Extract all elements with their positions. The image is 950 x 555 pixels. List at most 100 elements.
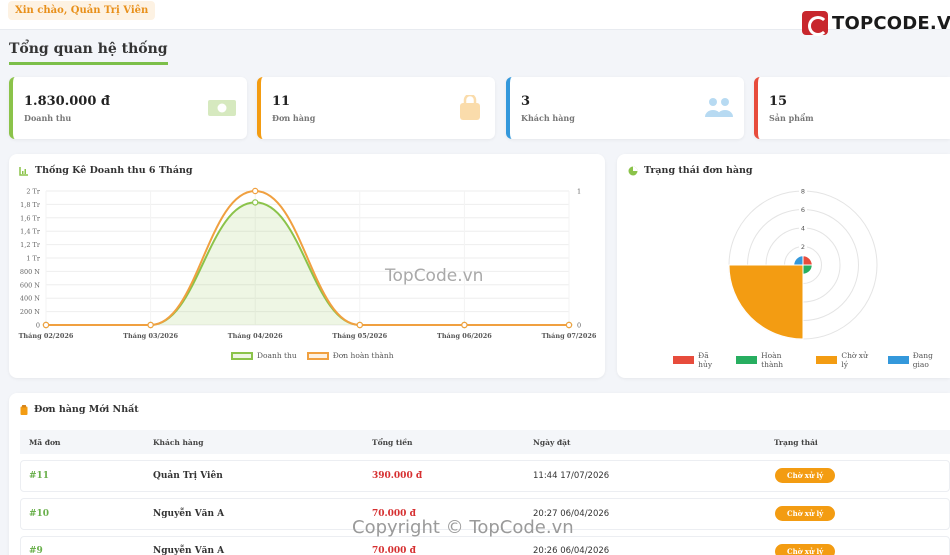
pie-chart-icon [628, 166, 638, 175]
bag-icon [460, 95, 480, 120]
y-tick-label: 200 N [20, 308, 40, 316]
order-customer: Nguyễn Văn A [153, 509, 225, 519]
data-point [251, 199, 259, 206]
polar-segment-3 [793, 255, 804, 266]
x-tick-label: Tháng 04/2026 [228, 332, 283, 340]
stat-value: 1.830.000 đ [24, 94, 110, 109]
legend-label: Đang giao [912, 351, 933, 369]
order-date: 11:44 17/07/2026 [533, 471, 610, 481]
y-tick-label: 400 N [20, 295, 40, 303]
legend-swatch [887, 356, 909, 364]
order-customer: Nguyễn Văn A [153, 546, 225, 555]
r-tick-label: 4 [801, 225, 805, 233]
legend-swatch [735, 356, 758, 364]
order-total: 390.000 đ [372, 471, 423, 481]
order-status-title-text: Trạng thái đơn hàng [644, 165, 753, 176]
y-tick-label: 1,4 Tr [20, 228, 41, 236]
y2-tick-label: 1 [577, 188, 581, 196]
status-badge: Chờ xử lý [775, 468, 836, 483]
column-header-customer: Khách hàng [153, 438, 204, 447]
chart-icon [19, 166, 28, 176]
legend-item-pending[interactable]: Chờ xử lý [816, 351, 875, 369]
order-customer: Quản Trị Viên [153, 471, 223, 481]
data-point [251, 187, 259, 195]
legend-swatch [306, 351, 329, 360]
y-tick-label: 1,8 Tr [20, 201, 41, 209]
column-header-order-id: Mã đơn [29, 438, 61, 447]
y-tick-label: 2 Tr [26, 188, 41, 196]
brand-logo[interactable]: TOPCODE.VN [802, 11, 950, 36]
tick-label-bg [799, 242, 807, 251]
column-header-total: Tổng tiền [372, 438, 413, 447]
money-icon [208, 100, 236, 116]
order-id[interactable]: #11 [29, 471, 50, 481]
legend-swatch [673, 356, 695, 364]
stat-value: 15 [769, 94, 788, 109]
legend-item-shipping[interactable]: Đang giao [887, 351, 950, 369]
x-tick-label: Tháng 07/2026 [542, 332, 597, 340]
column-header-status: Trạng thái [774, 438, 818, 447]
legend-label: Doanh thu [257, 351, 297, 360]
tick-label-bg [799, 205, 807, 214]
y-tick-label: 1,2 Tr [20, 241, 41, 249]
brand-name: TOPCODE.VN [832, 12, 950, 34]
stat-value: 3 [521, 94, 531, 109]
users-icon [705, 98, 733, 117]
y2-tick-label: 0 [577, 322, 581, 330]
data-point [42, 321, 50, 329]
stat-card-products: 15 Sản phẩm [754, 77, 950, 139]
data-point [461, 321, 468, 329]
stat-value: 11 [272, 94, 291, 109]
y-tick-label: 1,6 Tr [20, 214, 41, 222]
order-date: 20:27 06/04/2026 [533, 509, 610, 519]
polar-segment-1 [802, 264, 813, 275]
order-total: 70.000 đ [372, 546, 416, 555]
legend-item-revenue[interactable]: Doanh thu [231, 351, 297, 360]
legend-item-cancelled[interactable]: Đã hủy [673, 351, 724, 369]
order-status-polar-chart: 2 4 6 8 [728, 187, 878, 340]
order-id[interactable]: #10 [29, 509, 50, 519]
data-point [147, 321, 154, 329]
legend-item-completed[interactable]: Đơn hoàn thành [306, 351, 394, 360]
page-title: Tổng quan hệ thống [9, 41, 168, 65]
y-tick-label: 600 N [20, 281, 40, 289]
orders-table-header [20, 430, 950, 454]
revenue-chart-legend: Doanh thu Đơn hoàn thành [231, 351, 394, 360]
stat-card-orders: 11 Đơn hàng [257, 77, 495, 139]
r-tick-label: 8 [801, 188, 805, 196]
order-date: 20:26 06/04/2026 [533, 546, 610, 555]
x-tick-label: Tháng 03/2026 [123, 332, 178, 340]
greeting-badge: Xin chào, Quản Trị Viên [8, 1, 156, 20]
status-badge: Chờ xử lý [775, 506, 836, 521]
y-tick-label: 800 N [20, 268, 40, 276]
stat-card-customers: 3 Khách hàng [506, 77, 744, 139]
x-tick-label: Tháng 06/2026 [437, 332, 492, 340]
copyright-watermark: Copyright © TopCode.vn [352, 517, 574, 538]
stat-card-revenue: 1.830.000 đ Doanh thu [9, 77, 247, 139]
polar-segment-2 [728, 264, 804, 340]
legend-label: Đơn hoàn thành [332, 351, 394, 360]
column-header-date: Ngày đặt [533, 438, 571, 447]
order-id[interactable]: #9 [29, 546, 43, 555]
stat-label: Đơn hàng [272, 113, 316, 123]
clipboard-icon [20, 404, 28, 415]
status-badge: Chờ xử lý [775, 544, 836, 555]
legend-label: Đã hủy [698, 351, 713, 369]
tick-label-bg [799, 224, 807, 232]
order-status-title: Trạng thái đơn hàng [628, 165, 753, 176]
legend-item-completed[interactable]: Hoàn thành [735, 351, 804, 369]
topcode-logo-icon [802, 11, 828, 36]
y-tick-label: 0 [36, 322, 40, 330]
revenue-chart-title-text: Thống Kê Doanh thu 6 Tháng [35, 165, 193, 176]
latest-orders-title: Đơn hàng Mới Nhất [20, 404, 139, 415]
order-total: 70.000 đ [372, 509, 416, 519]
revenue-line-chart: 0 200 N 400 N 600 N 800 N 1 Tr 1,2 Tr 1,4 Tr 1,6… [19, 187, 597, 341]
x-tick-label: Tháng 05/2026 [332, 332, 387, 340]
center-watermark: TopCode.vn [385, 266, 484, 286]
legend-label: Hoàn thành [761, 351, 784, 369]
order-status-legend: Đã hủy Hoàn thành Chờ xử lý Đang giao [673, 351, 950, 369]
latest-orders-title-text: Đơn hàng Mới Nhất [34, 404, 139, 415]
legend-swatch [816, 356, 838, 364]
revenue-chart-panel: Thống Kê Doanh thu 6 Tháng 0 200 N 400 N 60… [9, 154, 605, 378]
data-point [565, 321, 573, 329]
